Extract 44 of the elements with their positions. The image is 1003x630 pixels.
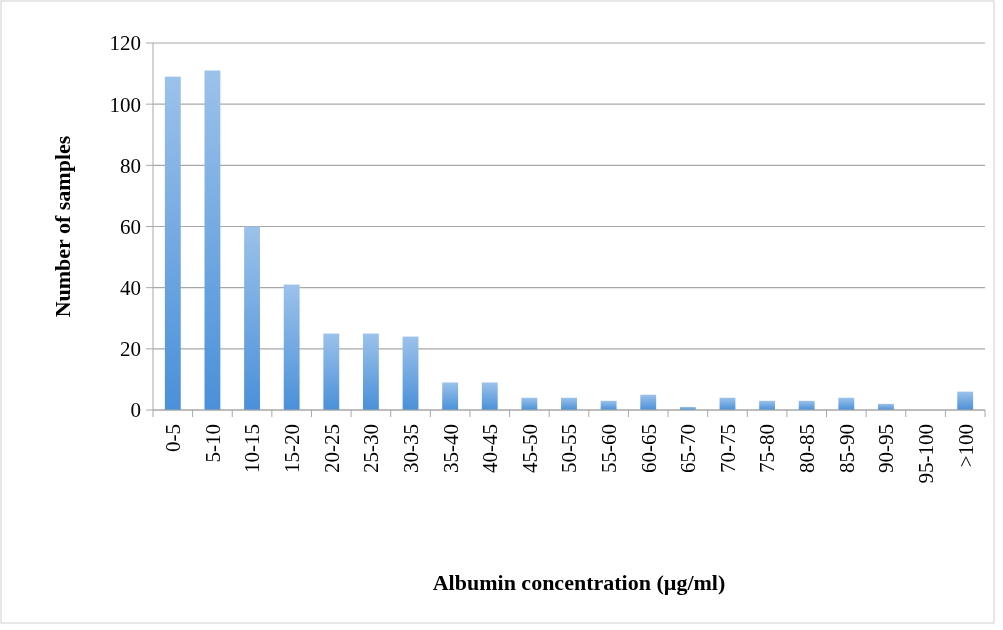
bar (362, 333, 379, 410)
x-tick-label: 70-75 (715, 424, 740, 473)
x-tick-label: 35-40 (438, 424, 463, 473)
x-tick-label: 90-95 (874, 424, 899, 473)
y-tick-label: 0 (130, 398, 141, 423)
x-tick-label: 55-60 (596, 424, 621, 473)
x-tick-label: 65-70 (676, 424, 701, 473)
y-tick-label: 120 (109, 31, 141, 56)
bar (442, 382, 459, 410)
bar (521, 397, 538, 410)
x-tick-label: 15-20 (280, 424, 305, 473)
x-tick-label: 50-55 (557, 424, 582, 473)
bar (640, 394, 657, 410)
bar (244, 226, 260, 410)
x-tick-label: 20-25 (319, 424, 344, 473)
x-tick-label: 5-10 (200, 424, 225, 463)
bar (204, 70, 221, 410)
x-tick-label: >100 (953, 424, 978, 468)
bar (957, 391, 974, 410)
bar (402, 336, 419, 410)
y-tick-label: 40 (120, 276, 141, 301)
bar (164, 76, 181, 410)
x-tick-label: 10-15 (240, 424, 265, 473)
y-axis-title: Number of samples (50, 135, 75, 318)
x-tick-label: 25-30 (359, 424, 384, 473)
x-tick-label: 75-80 (755, 424, 780, 473)
bar (561, 397, 577, 410)
bar (838, 397, 855, 410)
x-tick-label: 95-100 (913, 424, 938, 484)
x-tick-label: 45-50 (517, 424, 542, 473)
bar (481, 382, 498, 410)
bar (323, 333, 340, 410)
x-axis-title: Albumin concentration (µg/ml) (432, 570, 726, 595)
x-tick-label: 80-85 (795, 424, 820, 473)
y-tick-label: 100 (109, 92, 141, 117)
x-tick-label: 60-65 (636, 424, 661, 473)
bar (283, 284, 300, 410)
y-tick-label: 80 (120, 153, 141, 178)
y-tick-label: 60 (120, 214, 141, 239)
x-tick-label: 30-35 (398, 424, 423, 473)
x-tick-label: 0-5 (161, 424, 186, 452)
x-tick-label: 40-45 (478, 424, 503, 473)
y-tick-label: 20 (120, 337, 141, 362)
x-tick-label: 85-90 (834, 424, 859, 473)
